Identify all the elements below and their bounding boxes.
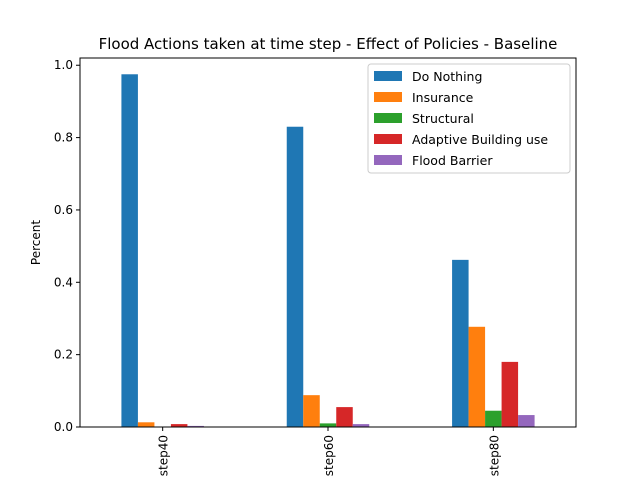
bar-adaptive-building-use-step40 [170,424,188,427]
bar-adaptive-building-use-step60 [336,407,353,427]
bar-structural-step60 [319,423,337,427]
y-axis-label: Percent [29,220,43,265]
y-tick-label: 0.4 [54,275,73,289]
bar-do-nothing-step40 [121,74,138,427]
bar-insurance-step40 [137,422,155,427]
legend-swatch [374,134,402,144]
legend-swatch [374,113,402,123]
legend-label: Adaptive Building use [412,132,548,147]
y-tick-label: 0.8 [54,131,73,145]
x-tick-label: step80 [487,435,501,476]
bar-do-nothing-step80 [452,259,469,427]
bar-insurance-step80 [468,326,486,427]
bars-group [121,74,535,427]
x-axis: step40 step60 step80 [157,427,501,476]
bar-flood-barrier-step40 [187,425,204,427]
bar-do-nothing-step60 [286,126,304,427]
y-tick-label: 0.6 [54,203,73,217]
bar-structural-step80 [485,410,502,427]
legend-label: Insurance [412,90,474,105]
chart-title: Flood Actions taken at time step - Effec… [99,35,558,53]
bar-flood-barrier-step80 [518,415,535,427]
y-tick-label: 0.2 [54,348,73,362]
legend: Do Nothing Insurance Structural Adaptive Bu… [367,63,571,174]
bar-flood-barrier-step60 [352,424,370,427]
plot-frame [79,57,577,428]
legend-swatch [374,155,402,165]
legend-swatch [374,71,402,81]
legend-swatch [374,92,402,102]
x-tick-label: step60 [322,435,336,476]
legend-label: Flood Barrier [412,153,493,168]
legend-box [367,63,571,174]
bar-insurance-step60 [303,395,320,427]
x-tick-label: step40 [157,435,171,476]
y-tick-label: 0.0 [54,420,73,434]
legend-label: Do Nothing [412,69,482,84]
bar-adaptive-building-use-step80 [501,361,519,427]
legend-label: Structural [412,111,474,126]
y-axis: 0.0 0.2 0.4 0.6 0.8 1.0 [54,58,80,434]
y-tick-label: 1.0 [54,58,73,72]
